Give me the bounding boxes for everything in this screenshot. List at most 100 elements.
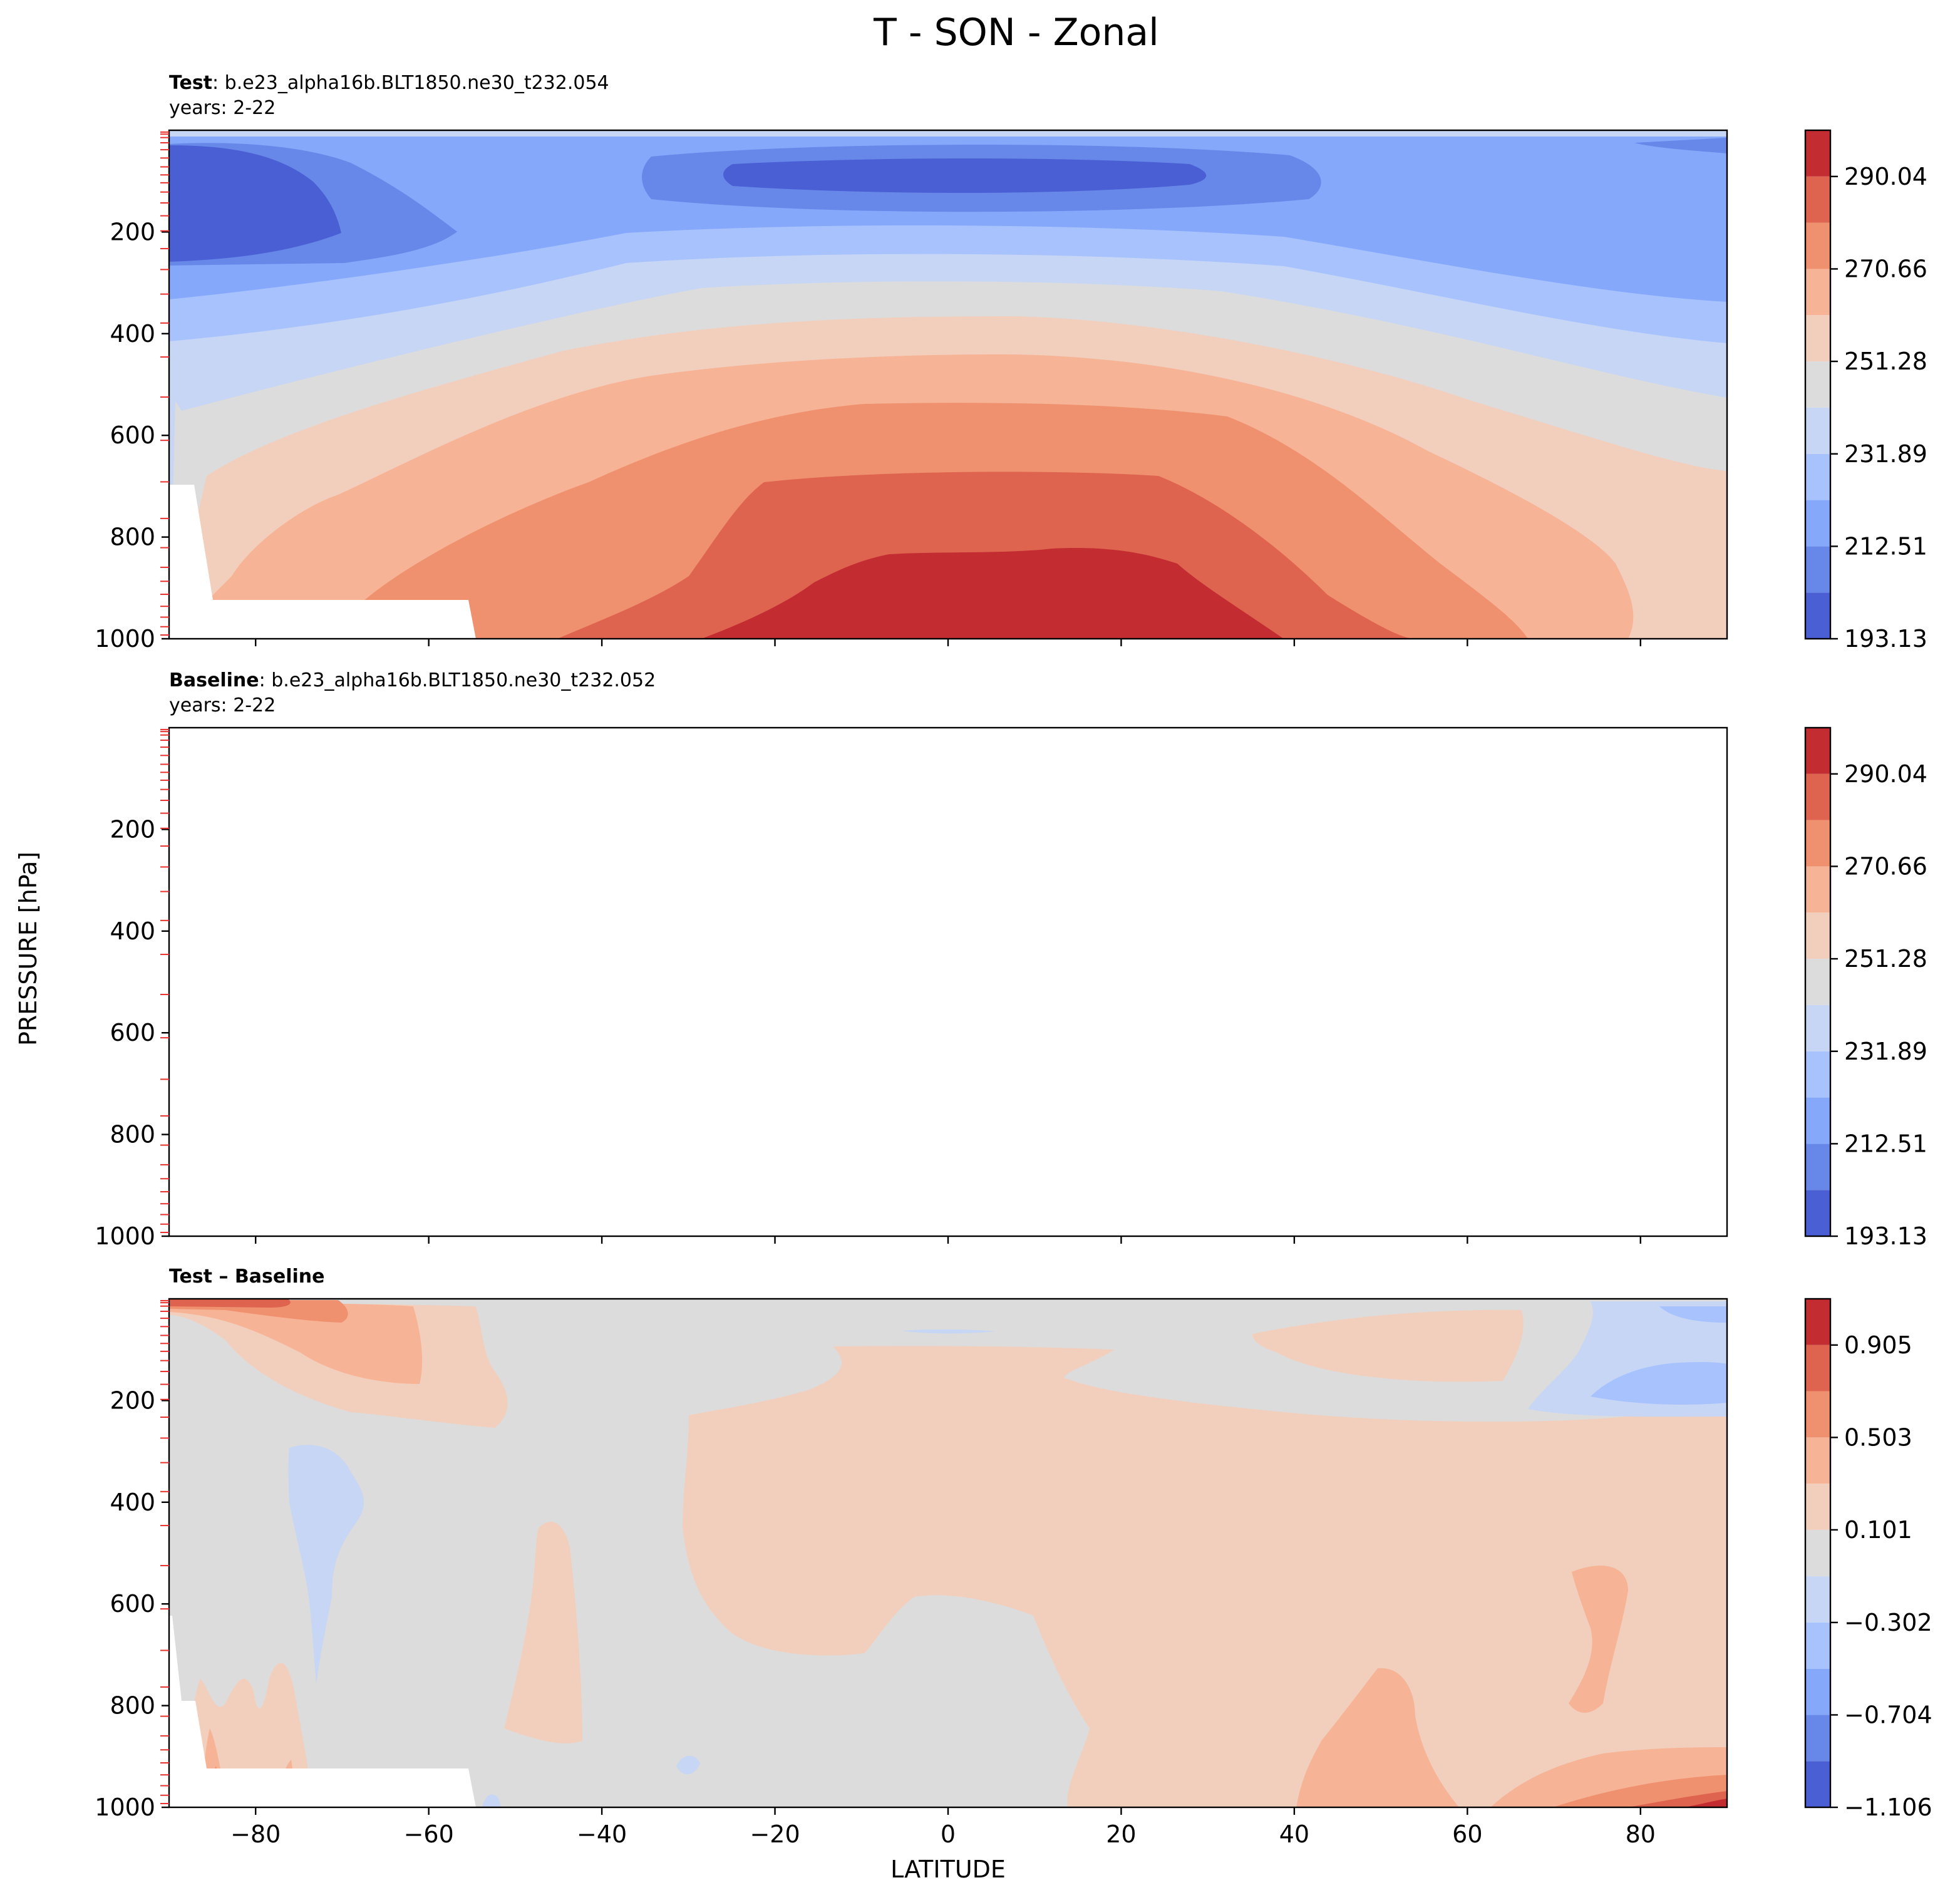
x-tick-label: 80 — [1626, 1820, 1656, 1848]
x-ticks — [255, 639, 1641, 646]
colorbar-swatch — [1805, 959, 1830, 1005]
model-level-ticks — [160, 131, 169, 636]
band-3 — [169, 823, 1727, 1236]
x-tick-label: −20 — [750, 1820, 800, 1848]
colorbar-tick-label: 231.89 — [1844, 440, 1927, 468]
colorbar-swatch — [1805, 1190, 1830, 1236]
y-tick-label: 600 — [110, 1019, 155, 1046]
plot-frame — [168, 726, 1728, 1237]
colorbar-swatch — [1805, 820, 1830, 867]
colorbar-tick-label: −1.106 — [1844, 1794, 1932, 1821]
colorbar-tick-label: 0.905 — [1844, 1331, 1912, 1359]
y-ticks: 200 400 600 800 1000 — [95, 1386, 169, 1821]
colorbar: 290.04 270.66 251.28 231.89 212.51 193.13 — [1804, 129, 1927, 653]
colorbar-swatch — [1805, 1622, 1830, 1669]
band-10 — [701, 1145, 1284, 1236]
y-tick-label: 200 — [110, 1386, 155, 1414]
colorbar-swatch — [1805, 269, 1830, 316]
colorbar-swatch — [1805, 1299, 1830, 1345]
y-tick-label: 800 — [110, 1121, 155, 1149]
colorbar-swatch — [1805, 546, 1830, 593]
y-tick-label: 1000 — [95, 1222, 155, 1250]
colorbar-frame — [1804, 129, 1832, 640]
colorbar-swatch — [1805, 130, 1830, 177]
colorbar-tick-label: −0.302 — [1844, 1609, 1932, 1636]
band-0 — [169, 728, 1727, 1236]
y-tick-label: 200 — [110, 815, 155, 843]
colorbar-tick-label: −0.704 — [1844, 1701, 1932, 1728]
colorbar-tick-label: 0.101 — [1844, 1516, 1912, 1544]
x-tick-label: 0 — [941, 1820, 956, 1848]
colorbar-swatch — [1805, 592, 1830, 639]
y-ticks: 200 400 600 800 1000 — [95, 218, 169, 653]
panel-baseline-subtitle: years: 2-22 — [169, 694, 276, 716]
colorbar-swatch — [1805, 315, 1830, 362]
colorbar-tick-label: 193.13 — [1844, 625, 1927, 653]
band-pos-2-nh-lower — [1296, 1668, 1727, 1807]
colorbar-swatch — [1805, 1715, 1830, 1762]
model-level-ticks — [160, 1299, 169, 1804]
band-pos-1-sh-sliver — [504, 1522, 582, 1743]
band-9 — [557, 1069, 1415, 1236]
band-pos-2-topleft — [169, 1303, 423, 1384]
y-tick-label: 400 — [110, 1489, 155, 1516]
band-8 — [363, 1000, 1528, 1236]
x-tick-label: −60 — [404, 1820, 454, 1848]
colorbar-tick-label: 270.66 — [1844, 852, 1927, 880]
panel-baseline-title: Baseline: b.e23_alpha16b.BLT1850.ne30_t2… — [169, 669, 656, 691]
colorbar-swatch — [1805, 1484, 1830, 1530]
colorbar-tick-label: 290.04 — [1844, 163, 1927, 190]
colorbar-tick-label: 231.89 — [1844, 1038, 1927, 1065]
x-ticks — [255, 1236, 1641, 1244]
y-tick-label: 600 — [110, 421, 155, 449]
band-pos-4-nh-lower — [1628, 1791, 1727, 1807]
colorbar: 290.04 270.66 251.28 231.89 212.51 193.13 — [1804, 726, 1927, 1250]
band-pos-5-nh-lower — [1684, 1799, 1727, 1807]
colorbar-tick-label: 212.51 — [1844, 532, 1927, 560]
band-7 — [169, 952, 1633, 1236]
panel-baseline-title-bold: Baseline — [169, 669, 259, 691]
band-1 — [169, 736, 1727, 863]
x-tick-label: −40 — [577, 1820, 627, 1848]
colorbar-swatch — [1805, 1097, 1830, 1144]
x-tick-label: −80 — [230, 1820, 281, 1848]
band-pos-1-tropics — [683, 1309, 1727, 1807]
band-neg-2-nh-upper — [1591, 1306, 1727, 1405]
colorbar-tick-label: 0.503 — [1844, 1423, 1912, 1451]
colorbar-swatch — [1805, 453, 1830, 500]
colorbar: 0.905 0.503 0.101 −0.302 −0.704 −1.106 — [1804, 1298, 1932, 1821]
y-tick-label: 1000 — [95, 625, 155, 653]
band-2 — [169, 743, 1206, 859]
colorbar-swatch — [1805, 1576, 1830, 1623]
panel-difference-title: Test – Baseline — [169, 1266, 325, 1288]
band-pos-2-nh-upper — [1569, 1566, 1628, 1713]
band-10 — [701, 548, 1284, 639]
y-axis-label: PRESSURE [hPa] — [14, 852, 42, 1046]
colorbar-tick-label: 251.28 — [1844, 945, 1927, 973]
colorbar-swatch — [1805, 728, 1830, 774]
y-tick-label: 400 — [110, 917, 155, 945]
y-tick-label: 1000 — [95, 1794, 155, 1821]
contour-field-baseline — [169, 728, 1727, 1236]
y-tick-label: 200 — [110, 218, 155, 245]
colorbar-swatch — [1805, 1529, 1830, 1577]
y-ticks: 200 400 600 800 1000 — [95, 815, 169, 1250]
colorbar-swatch — [1805, 176, 1830, 223]
band-4 — [169, 852, 1727, 1236]
missing-data-mask — [169, 1082, 460, 1236]
panel-test-title-rest: : b.e23_alpha16b.BLT1850.ne30_t232.054 — [212, 72, 609, 94]
panel-test-subtitle: years: 2-22 — [169, 97, 276, 119]
colorbar-swatch — [1805, 1144, 1830, 1190]
colorbar-swatch — [1805, 500, 1830, 547]
x-axis-label: LATITUDE — [890, 1856, 1006, 1883]
panel-difference: Test – Baseline — [95, 1266, 1932, 1848]
x-ticks: −80 −60 −40 −20 0 20 40 60 80 — [230, 1807, 1656, 1848]
colorbar-swatch — [1805, 1391, 1830, 1438]
y-tick-label: 800 — [110, 1692, 155, 1720]
colorbar-swatch — [1805, 1345, 1830, 1391]
panel-test-title-bold: Test — [169, 72, 212, 94]
colorbar-swatch — [1805, 1004, 1830, 1051]
colorbar-swatch — [1805, 222, 1830, 269]
colorbar-swatch — [1805, 407, 1830, 454]
